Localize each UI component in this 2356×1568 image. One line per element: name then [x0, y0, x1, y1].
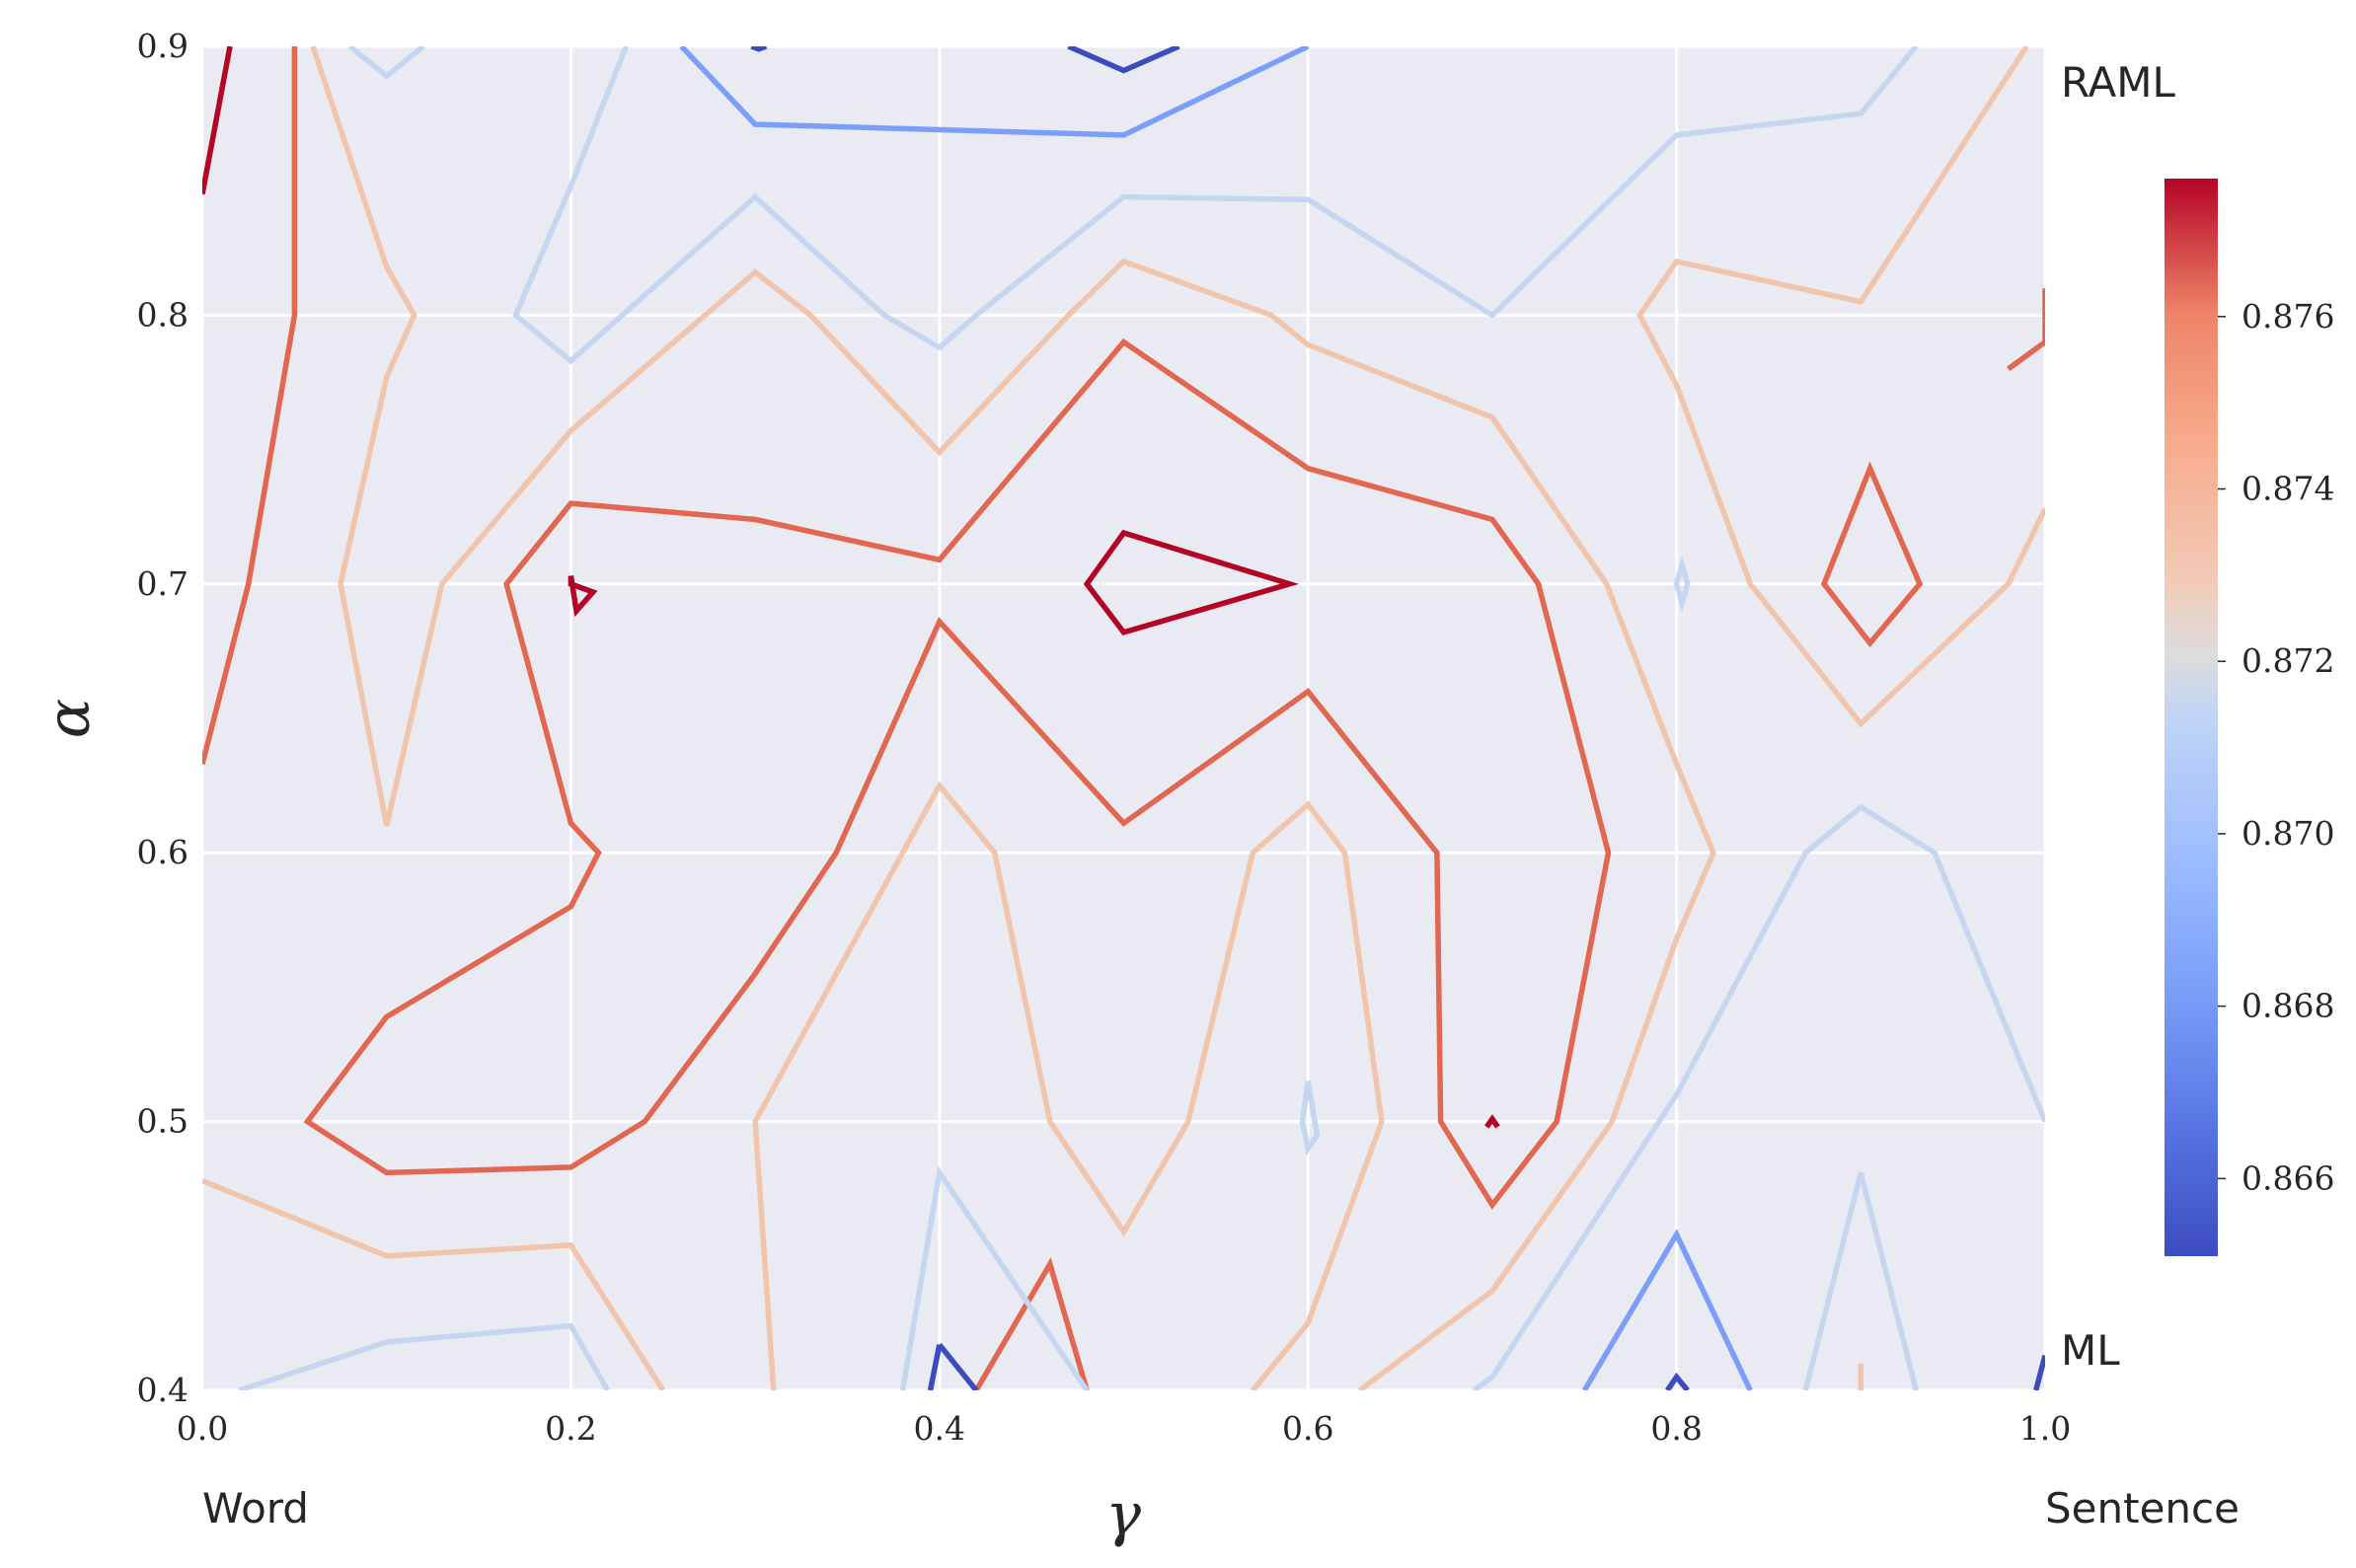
contour-line-21 — [1299, 1081, 1321, 1156]
contour-line-8 — [303, 337, 1612, 1210]
contour-line-12 — [1636, 46, 2045, 728]
contour-line-7 — [1820, 461, 1924, 648]
contour-line-0 — [202, 46, 233, 195]
colorbar-tick-label: 0.870 — [2242, 814, 2334, 853]
x-tick-label: 1.0 — [2019, 1409, 2071, 1448]
grid-lines — [200, 44, 2047, 1392]
contour-line-15 — [512, 46, 1919, 365]
y-axis-label: α — [35, 699, 104, 739]
plot-background — [202, 46, 2045, 1390]
y-tick-label: 0.7 — [137, 564, 189, 603]
contour-line-24 — [1067, 46, 1180, 74]
x-tick-label: 0.2 — [545, 1409, 596, 1448]
corner-label-word: Word — [202, 1484, 309, 1532]
contour-line-27 — [937, 1342, 979, 1390]
x-tick-labels: 0.0 0.2 0.4 0.6 0.8 1.0 — [177, 1409, 2071, 1448]
contour-line-20 — [1673, 555, 1691, 613]
y-tick-label: 0.8 — [137, 295, 189, 334]
contour-line-25 — [750, 46, 768, 52]
contour-line-26 — [927, 1344, 943, 1390]
contour-line-22 — [679, 46, 1310, 138]
colorbar — [2165, 179, 2218, 1256]
contour-line-29 — [2033, 1354, 2045, 1390]
colorbar-tick-label: 0.874 — [2242, 469, 2334, 507]
y-tick-labels: 0.4 0.5 0.6 0.7 0.8 0.9 — [137, 27, 189, 1409]
contour-line-6 — [2007, 288, 2045, 372]
y-tick-label: 0.9 — [137, 27, 189, 65]
y-tick-label: 0.6 — [137, 833, 189, 871]
contour-line-2 — [1083, 529, 1300, 635]
corner-label-raml: RAML — [2061, 58, 2175, 107]
contour-line-19 — [1802, 1171, 1919, 1390]
contour-line-11 — [752, 781, 1385, 1390]
contour-line-9 — [202, 1177, 666, 1390]
corner-label-sentence: Sentence — [2045, 1484, 2240, 1532]
x-tick-label: 0.6 — [1282, 1409, 1333, 1448]
contour-line-3 — [1484, 1114, 1500, 1129]
colorbar-tick-label: 0.868 — [2242, 987, 2334, 1025]
y-tick-label: 0.4 — [137, 1371, 189, 1409]
corner-label-ml: ML — [2061, 1326, 2120, 1375]
contour-line-4 — [202, 46, 298, 765]
colorbar-ticks: 0.866 0.868 0.870 0.872 0.874 0.876 — [2218, 297, 2334, 1197]
colorbar-tick-label: 0.876 — [2242, 297, 2334, 336]
contour-line-16 — [238, 1322, 611, 1390]
contour-line-28 — [1665, 1372, 1690, 1390]
contour-lines — [202, 46, 2045, 1390]
colorbar-tick-label: 0.866 — [2242, 1158, 2334, 1197]
x-tick-label: 0.8 — [1650, 1409, 1702, 1448]
contour-line-1 — [568, 575, 598, 618]
x-tick-label: 0.4 — [914, 1409, 965, 1448]
y-tick-label: 0.5 — [137, 1102, 189, 1141]
contour-line-17 — [899, 1165, 1090, 1390]
contour-line-23 — [1581, 1229, 1753, 1390]
contour-line-10 — [310, 46, 1716, 1390]
x-tick-label: 0.0 — [177, 1409, 228, 1448]
contour-line-5 — [973, 1257, 1090, 1390]
colorbar-tick-label: 0.872 — [2242, 641, 2334, 680]
contour-line-14 — [347, 46, 425, 80]
x-axis-label: γ — [1105, 1480, 1141, 1549]
contour-line-18 — [1472, 803, 2045, 1390]
